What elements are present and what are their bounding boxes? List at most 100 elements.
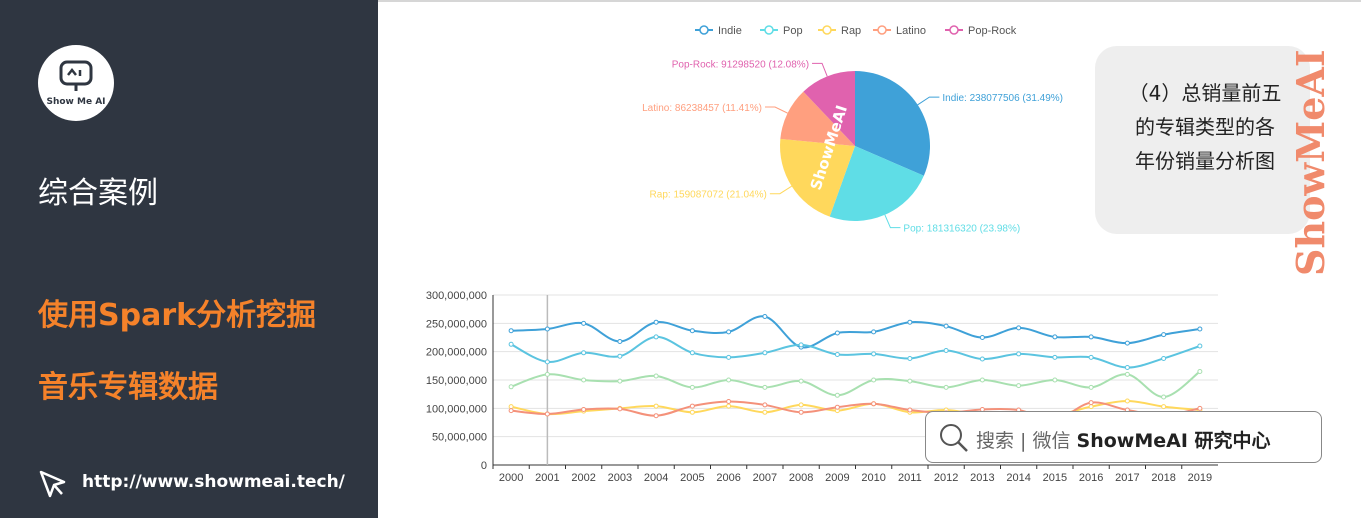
x-tick-label: 2015 [1043, 472, 1067, 484]
line-point [762, 384, 768, 390]
line-point [726, 399, 732, 405]
search-brand: ShowMeAI 研究中心 [1076, 430, 1271, 452]
pie-slice-pop [829, 146, 924, 221]
line-point [653, 334, 659, 340]
line-point [653, 373, 659, 379]
y-tick-label: 100,000,000 [426, 403, 487, 415]
x-tick-label: 2014 [1006, 472, 1030, 484]
x-tick-label: 2017 [1115, 472, 1139, 484]
line-point [1197, 405, 1203, 411]
showmeai-logo[interactable]: Show Me AI [38, 45, 114, 121]
line-point [617, 353, 623, 359]
line-point [1161, 332, 1167, 338]
pie-leader-line [917, 96, 940, 106]
line-point [617, 338, 623, 344]
y-tick-label: 300,000,000 [426, 290, 487, 302]
pie-slice-indie [855, 71, 930, 176]
line-point [871, 351, 877, 357]
line-point [798, 409, 804, 415]
x-tick-label: 2010 [861, 472, 885, 484]
line-point [1197, 369, 1203, 374]
line-point [1052, 334, 1058, 340]
line-point [617, 378, 623, 384]
line-point [508, 408, 514, 414]
pie-slice-pop-rock [803, 71, 855, 146]
x-tick-label: 2006 [716, 472, 740, 484]
line-point [1124, 365, 1130, 371]
line-point [1088, 354, 1094, 360]
line-point [653, 403, 659, 409]
line-point [689, 384, 695, 390]
x-tick-label: 2005 [680, 472, 704, 484]
pie-slice-latino [780, 91, 855, 146]
page-title-line-2: 音乐专辑数据 [38, 370, 218, 405]
line-point [508, 384, 514, 390]
pie-leader-line [812, 62, 828, 77]
website-link[interactable]: http://www.showmeai.tech/ [82, 472, 345, 492]
line-series-3 [510, 370, 1201, 399]
x-tick-label: 2011 [898, 472, 922, 484]
pie-label-rap: Rap: 159087072 (21.04%) [650, 190, 767, 201]
line-point [979, 356, 985, 362]
line-point [762, 409, 768, 415]
section-title: 综合案例 [38, 176, 158, 211]
legend-marker [877, 25, 887, 35]
search-text: 搜索 | 微信 ShowMeAI 研究中心 [976, 426, 1271, 453]
x-tick-label: 2000 [499, 472, 523, 484]
showmeai-watermark: ShowMeAI [1290, 49, 1333, 276]
line-point [653, 413, 659, 419]
line-point [1124, 398, 1130, 404]
legend-marker [699, 25, 709, 35]
pie-chart: ShowMeAI [779, 71, 930, 221]
line-point [907, 378, 913, 384]
line-point [581, 377, 587, 383]
line-point [726, 377, 732, 383]
x-tick-label: 2008 [789, 472, 813, 484]
line-point [907, 319, 913, 325]
line-point [762, 314, 768, 320]
line-point [1088, 404, 1094, 410]
line-point [871, 329, 877, 335]
line-point [1124, 371, 1130, 377]
line-point [762, 402, 768, 408]
line-point [1124, 340, 1130, 346]
x-tick-label: 2001 [535, 472, 559, 484]
caption-line-2: 的专辑类型的各 [1135, 115, 1275, 139]
line-point [943, 384, 949, 390]
caption-line-1: （4）总销量前五 [1128, 81, 1282, 105]
line-point [798, 342, 804, 348]
line-point [544, 411, 550, 417]
line-point [581, 350, 587, 356]
line-point [798, 402, 804, 408]
line-point [617, 406, 623, 412]
line-point [1088, 334, 1094, 340]
line-point [979, 335, 985, 340]
line-point [871, 377, 877, 383]
page-title-line-1: 使用Spark分析挖掘 [38, 298, 317, 333]
wechat-search-box[interactable]: 搜索 | 微信 ShowMeAI 研究中心 [925, 411, 1322, 463]
line-point [726, 329, 732, 335]
line-point [1088, 400, 1094, 406]
pie-labels: Indie: 238077506 (31.49%) Pop: 181316320 … [642, 59, 1063, 234]
line-point [943, 348, 949, 354]
x-tick-label: 2016 [1079, 472, 1103, 484]
line-point [544, 371, 550, 377]
legend-item-rap: Rap [841, 25, 861, 37]
legend-marker [764, 25, 774, 35]
x-tick-label: 2012 [934, 472, 958, 484]
line-point [907, 407, 913, 413]
line-point [762, 350, 768, 356]
line-series-4 [510, 399, 1200, 417]
line-point [581, 320, 587, 326]
logo-label: Show Me AI [46, 97, 106, 107]
pie-legend: Indie Pop Rap Latino Pop-Rock [695, 25, 1017, 37]
line-point [544, 326, 550, 332]
line-point [544, 359, 550, 365]
x-tick-label: 2019 [1188, 472, 1212, 484]
line-series-5 [511, 400, 1201, 421]
line-point [689, 328, 695, 334]
line-point [871, 401, 877, 407]
line-point [1016, 351, 1022, 357]
pie-leader-line [765, 106, 788, 114]
line-point [834, 392, 840, 398]
